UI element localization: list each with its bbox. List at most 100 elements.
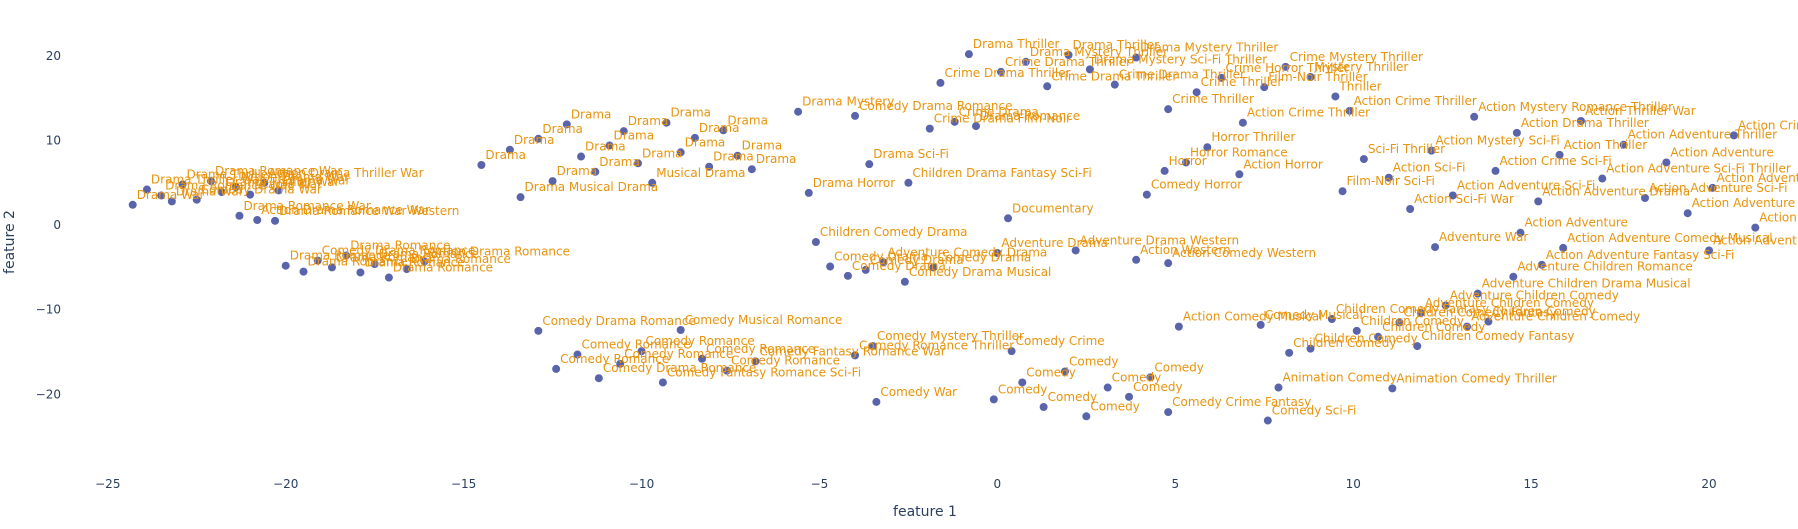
data-point-label: Drama Sci-Fi	[873, 147, 949, 161]
data-point-label: Comedy	[1154, 360, 1204, 374]
data-point	[594, 374, 603, 383]
data-point-label: Adventure Children Comedy	[1425, 296, 1594, 310]
data-point-label: Crime Drama Thriller	[1119, 68, 1245, 82]
data-point-label: Comedy Crime Fantasy	[1172, 395, 1311, 409]
data-point	[1039, 403, 1048, 411]
data-point	[1306, 344, 1315, 353]
data-point	[658, 378, 667, 387]
data-point-label: Action Drama War	[240, 170, 349, 184]
data-point-label: Drama Romance	[336, 250, 436, 264]
data-point	[384, 273, 393, 282]
data-point	[1043, 82, 1052, 91]
data-point	[1306, 73, 1315, 81]
data-point	[662, 118, 671, 127]
data-point-label: Crime Drama Thriller	[1051, 69, 1177, 83]
data-point-label: Action Adventure Fantasy Sci-Fi	[1546, 248, 1735, 262]
data-point	[1132, 53, 1141, 62]
data-point-label: Drama Mystery Thriller	[1030, 45, 1168, 59]
data-point-label: Drama Romance	[308, 255, 408, 269]
data-point-label: Action Adventure Comedy Romance	[1713, 233, 1798, 247]
data-point-label: Animation Comedy Thriller	[1396, 371, 1557, 385]
data-point	[722, 366, 731, 375]
data-point	[648, 178, 657, 187]
data-point-label: Action Thriller	[1564, 138, 1648, 152]
data-point	[619, 127, 628, 136]
data-point	[633, 159, 642, 168]
data-point-label: Action Adventure Thriller	[1628, 128, 1778, 142]
data-point	[851, 111, 860, 120]
data-point-label: Comedy Musical Romance	[685, 313, 843, 327]
data-point	[477, 161, 486, 169]
data-point	[235, 211, 244, 220]
data-point-label: Drama War	[283, 173, 351, 187]
data-point	[747, 165, 756, 174]
data-point	[1256, 320, 1265, 329]
data-point-label: Action Adventure Fantasy	[1692, 196, 1798, 210]
data-point	[972, 122, 981, 131]
data-point-label: Children Comedy	[1492, 305, 1595, 319]
data-point	[1619, 140, 1628, 149]
data-point-label: Children Comedy Fantasy	[1336, 302, 1489, 316]
data-point	[167, 197, 176, 206]
data-point-label: Action Comedy Western	[1172, 246, 1316, 260]
data-point-label: Horror Thriller	[1211, 130, 1295, 144]
data-point	[1281, 62, 1290, 71]
data-point	[534, 134, 543, 143]
data-point	[573, 350, 582, 359]
y-tick-label: 0	[53, 218, 61, 232]
data-point-label: Adventure Comedy Drama	[888, 245, 1048, 259]
data-point	[1427, 146, 1436, 155]
data-point-label: Crime Horror Thriller	[1226, 61, 1350, 75]
data-point	[1071, 246, 1080, 255]
data-point-label: Comedy Crime	[1016, 334, 1105, 348]
data-point	[1274, 383, 1283, 392]
data-point	[1484, 317, 1493, 326]
data-point-label: Action Drama Thriller	[1521, 116, 1649, 130]
data-point-label: Action Crime Sci-Fi	[1500, 154, 1612, 168]
x-tick-label: −15	[451, 477, 476, 491]
data-point	[1470, 112, 1479, 121]
data-point	[1662, 158, 1671, 167]
data-point-label: Action Thriller War	[1585, 104, 1696, 118]
data-point-label: Crime Drama Thriller	[1005, 55, 1131, 69]
data-point	[1132, 255, 1141, 264]
data-point-label: Comedy Fantasy Romance War	[759, 344, 945, 358]
data-point-label: Children Drama Fantasy Sci-Fi	[912, 166, 1091, 180]
data-point	[1555, 150, 1564, 159]
data-point-label: Horror Romance	[1190, 145, 1288, 159]
data-point	[1164, 105, 1173, 114]
data-point	[1160, 166, 1169, 175]
data-point-label: Children Comedy	[1293, 336, 1396, 350]
data-point	[879, 258, 888, 267]
data-point-label: Documentary	[1012, 201, 1094, 215]
data-point-label: Comedy Romance	[706, 342, 815, 356]
data-point-label: Crime Mystery Thriller	[1290, 50, 1423, 64]
data-point	[206, 177, 215, 186]
data-point	[1388, 384, 1397, 393]
data-point-label: Action Adventure Sci-Fi	[1649, 181, 1788, 195]
data-point-label: Comedy Drama	[852, 259, 946, 273]
data-point	[1203, 143, 1212, 152]
data-point	[1473, 289, 1482, 298]
data-point	[157, 191, 166, 200]
data-point	[577, 152, 586, 161]
data-point	[996, 67, 1005, 76]
data-point	[1064, 51, 1073, 59]
data-point	[260, 178, 269, 187]
data-point-label: Action Comedy Musical	[1183, 310, 1323, 324]
data-point-label: Sci-Fi Thriller	[1368, 142, 1445, 156]
y-tick-label: 20	[46, 49, 61, 63]
data-point-label: Drama Thriller	[973, 37, 1060, 51]
data-point-label: Action Adventure	[1670, 145, 1773, 159]
data-point	[1174, 322, 1183, 331]
data-point-label: Drama	[585, 140, 626, 154]
data-point-label: Comedy Sci-Fi	[1272, 404, 1357, 418]
data-point-label: Drama Musical Drama	[525, 180, 659, 194]
data-point	[733, 151, 742, 160]
data-point-label: Children Comedy	[1382, 320, 1485, 334]
data-point	[826, 262, 835, 271]
data-point-label: Drama	[699, 121, 740, 135]
data-point-label: Crime Drama	[959, 105, 1039, 119]
data-point-label: Children Comedy Drama	[820, 225, 968, 239]
